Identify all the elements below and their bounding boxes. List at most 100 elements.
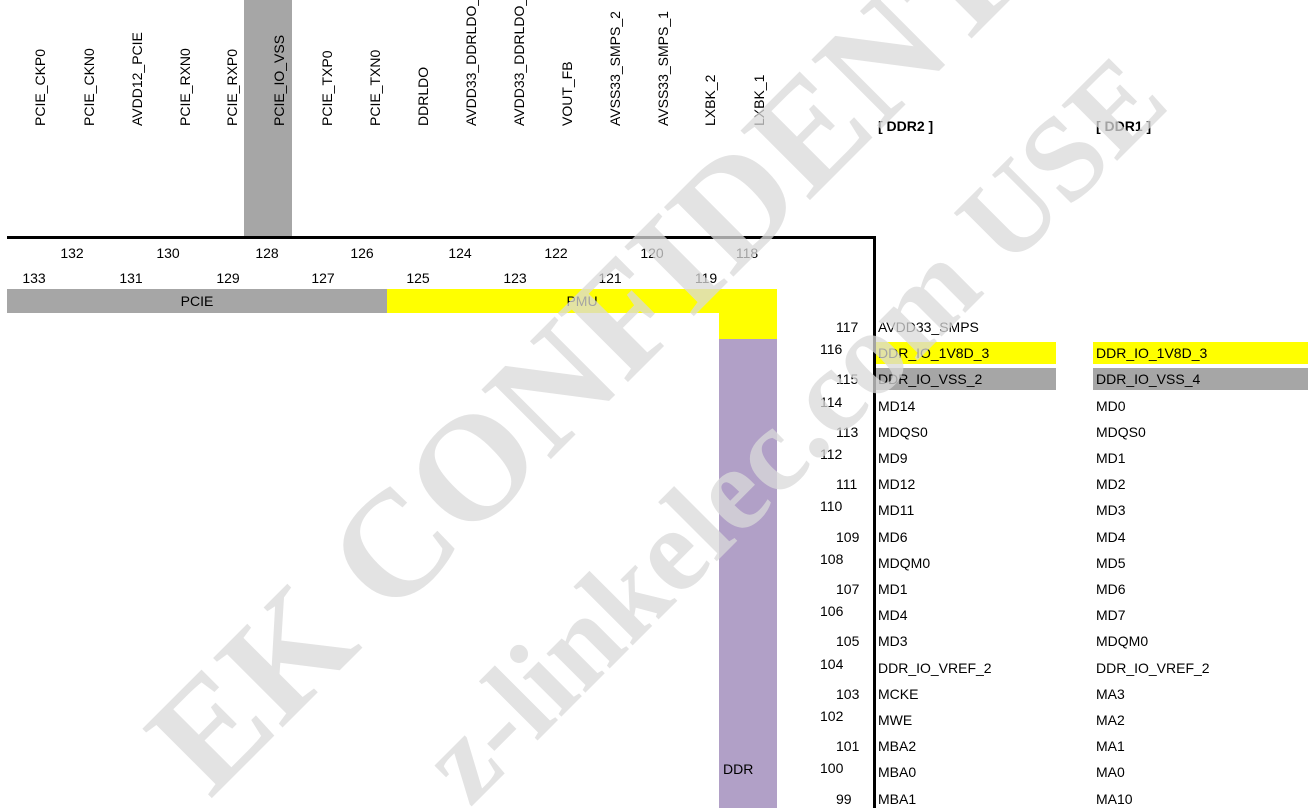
pin-number: 119 (694, 270, 718, 286)
pmu-region-label: PMU (566, 293, 598, 309)
row-pin-number: 105 (836, 633, 860, 650)
ddr1-pin-name: MD6 (1096, 581, 1126, 597)
pcie-io-vss-highlight (244, 0, 292, 238)
ddr2-pin-name: MD9 (878, 450, 908, 466)
ddr2-pin-name: MD1 (878, 581, 908, 597)
pcie-region-band: PCIE (7, 289, 387, 313)
ddr2-pin-name: MD6 (878, 528, 908, 545)
pin-number: 123 (503, 270, 527, 286)
pin-number: 131 (119, 270, 143, 286)
ddr2-pin-name: DDR_IO_VSS_2 (876, 368, 1056, 391)
chip-outline-top (7, 236, 876, 239)
ddr1-pin-name: MA2 (1096, 712, 1125, 728)
row-pin-number: 113 (836, 423, 859, 440)
pcie-region-label: PCIE (180, 293, 214, 309)
row-pin-number: 111 (836, 476, 858, 493)
pin-label: AVDD12_PCIE (129, 32, 145, 126)
row-pin-number: 107 (836, 581, 860, 597)
ddr1-pin-name: DDR_IO_VREF_2 (1096, 659, 1210, 676)
row-pin-number: 102 (820, 708, 844, 724)
pin-number: 125 (406, 270, 430, 286)
ddr2-pin-name: MBA1 (878, 790, 917, 807)
ddr2-pin-name: MCKE (878, 685, 919, 702)
watermark-line2: z-linkelec.com USE (394, 30, 1190, 808)
ddr1-pin-name: MD0 (1096, 397, 1126, 414)
ddr2-pin-name: MD3 (878, 633, 908, 650)
ddr1-pin-name: MDQM0 (1096, 633, 1149, 650)
ddr1-pin-name: MA3 (1096, 685, 1125, 702)
pin-number: 129 (216, 270, 240, 286)
row-pin-number: 110 (820, 498, 843, 515)
pin-number: 120 (640, 245, 664, 261)
ddr2-pin-name: MD11 (878, 502, 915, 519)
ddr2-bank-title: [ DDR2 ] (878, 118, 934, 134)
row-pin-number: 117 (836, 319, 859, 335)
ddr1-pin-name: MDQS0 (1096, 423, 1146, 440)
pin-number: 121 (598, 270, 622, 286)
ddr1-pin-name: DDR_IO_VSS_4 (1093, 368, 1308, 391)
ddr2-pin-name: DDR_IO_VREF_2 (878, 659, 992, 676)
pin-label: AVSS33_SMPS_2 (607, 11, 623, 126)
pin-label: PCIE_RXP0 (224, 48, 240, 126)
row-pin-number: 108 (820, 550, 844, 567)
row-pin-number: 106 (820, 603, 844, 620)
ddr2-pin-name: MWE (878, 712, 913, 728)
pin-number: 122 (544, 245, 568, 261)
row-pin-number: 103 (836, 685, 860, 702)
pin-label: PCIE_CKP0 (32, 48, 48, 126)
pin-label: PCIE_TXN0 (367, 49, 383, 126)
row-pin-number: 112 (820, 446, 843, 462)
pin-label: AVDD33_DDRLDO_1 (511, 0, 527, 126)
ddr1-pin-name: MD2 (1096, 476, 1126, 493)
pin-label: VOUT_FB (559, 61, 575, 126)
row-pin-number: 109 (836, 528, 860, 545)
ddr1-pin-name: DDR_IO_1V8D_3 (1093, 342, 1308, 365)
ddr1-bank-title: [ DDR1 ] (1096, 118, 1152, 134)
ddr-region-band: DDR (719, 339, 777, 808)
pmu-region-band: PMU (387, 289, 777, 313)
row-pin-number: 116 (820, 341, 843, 358)
pin-number: 127 (311, 270, 335, 286)
ddr2-pin-name: MD4 (878, 607, 908, 624)
pin-label: LXBK_1 (751, 74, 767, 126)
pin-label: DDRLDO (415, 66, 431, 126)
row-pin-number: 101 (836, 738, 860, 755)
pin-number: 118 (735, 245, 759, 261)
ddr2-pin-name: MDQM0 (878, 554, 931, 571)
row-pin-number: 115 (836, 371, 859, 388)
pin-number: 126 (350, 245, 374, 261)
pin-number: 132 (60, 245, 84, 261)
pin-number: 128 (255, 245, 279, 261)
pin-label: PCIE_CKN0 (81, 48, 97, 126)
ddr1-pin-name: MA1 (1096, 738, 1125, 755)
ddr2-pin-name: AVDD33_SMPS (878, 319, 979, 335)
ddr1-pin-name: MD3 (1096, 502, 1126, 519)
pin-number: 124 (448, 245, 472, 261)
row-pin-number: 99 (836, 790, 852, 807)
ddr2-pin-name: MBA0 (878, 764, 917, 781)
pin-label: AVSS33_SMPS_1 (655, 11, 671, 126)
ddr1-pin-name: MD4 (1096, 528, 1126, 545)
row-pin-number: 100 (820, 760, 844, 777)
pin-label: LXBK_2 (702, 74, 718, 126)
ddr2-pin-name: DDR_IO_1V8D_3 (876, 342, 1056, 365)
pmu-corner-block (719, 313, 777, 339)
row-pin-number: 104 (820, 655, 844, 672)
ddr2-pin-name: MDQS0 (878, 423, 928, 440)
pin-label: AVDD33_DDRLDO_2 (463, 0, 479, 126)
ddr1-pin-name: MD1 (1096, 450, 1126, 466)
ddr1-pin-name: MD5 (1096, 554, 1126, 571)
pin-label: PCIE_IO_VSS (271, 34, 287, 126)
ddr-region-label: DDR (723, 761, 754, 777)
ddr1-pin-name: MA10 (1096, 790, 1133, 807)
ddr1-pin-name: MD7 (1096, 607, 1126, 624)
chip-outline-right (873, 236, 876, 808)
row-pin-number: 114 (820, 393, 843, 410)
pin-number: 130 (156, 245, 180, 261)
ddr1-pin-name: MA0 (1096, 764, 1125, 781)
pin-label: PCIE_TXP0 (319, 50, 335, 126)
pin-number: 133 (22, 270, 46, 286)
ddr2-pin-name: MD12 (878, 476, 916, 493)
pin-label: PCIE_RXN0 (177, 48, 193, 126)
ddr2-pin-name: MD14 (878, 397, 916, 414)
